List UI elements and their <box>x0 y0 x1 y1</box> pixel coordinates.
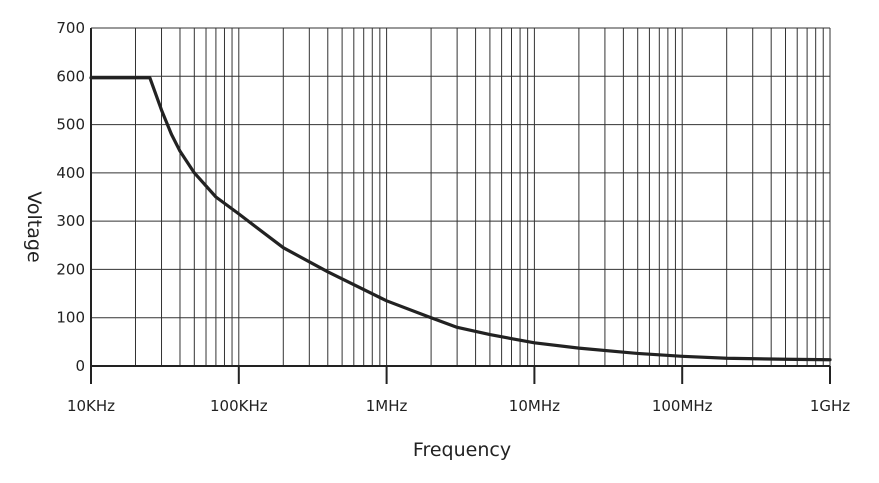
y-tick-label: 300 <box>56 212 85 230</box>
y-tick-label: 100 <box>56 309 85 327</box>
x-tick-label: 1MHz <box>366 397 408 415</box>
y-tick-label: 600 <box>56 67 85 85</box>
voltage-curve <box>89 76 832 362</box>
y-tick-label: 700 <box>56 19 85 37</box>
series-layer <box>89 76 832 362</box>
y-tick-label: 500 <box>56 116 85 134</box>
y-tick-label: 400 <box>56 164 85 182</box>
y-axis-title: Voltage <box>23 191 45 262</box>
x-tick-label: 100MHz <box>652 397 713 415</box>
x-axis-title: Frequency <box>413 439 511 461</box>
plot-frame <box>90 27 831 384</box>
tick-labels: 0 100 200 300 400 500 600 700 10KHz 100KHz 1MHz 10M… <box>56 19 850 415</box>
grid <box>90 27 831 367</box>
x-tick-label: 100KHz <box>210 397 268 415</box>
x-tick-label: 10MHz <box>509 397 560 415</box>
y-tick-label: 200 <box>56 260 85 278</box>
y-tick-label: 0 <box>75 357 85 375</box>
x-tick-label: 1GHz <box>810 397 850 415</box>
x-tick-label: 10KHz <box>67 397 115 415</box>
